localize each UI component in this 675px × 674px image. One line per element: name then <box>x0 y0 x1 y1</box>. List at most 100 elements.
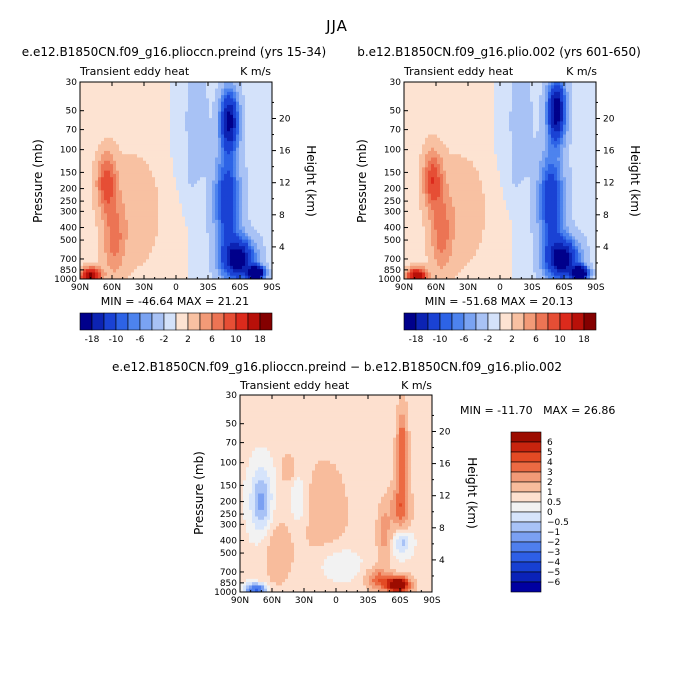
field-cell <box>416 91 420 96</box>
field-cell <box>251 101 255 106</box>
field-cell <box>248 170 252 175</box>
field-cell <box>515 118 519 122</box>
field-cell <box>203 216 207 221</box>
field-cell <box>239 206 243 211</box>
field-cell <box>152 246 156 250</box>
field-cell <box>230 223 234 227</box>
field-cell <box>518 111 522 116</box>
field-cell <box>152 236 156 240</box>
field-cell <box>557 127 561 132</box>
colorbar-label: -10 <box>109 335 124 345</box>
field-cell <box>458 108 462 112</box>
field-cell <box>197 170 201 175</box>
field-cell <box>494 82 498 86</box>
field-cell <box>209 108 213 112</box>
field-cell <box>95 265 99 270</box>
field-cell <box>83 134 87 139</box>
field-cell <box>146 111 150 116</box>
field-cell <box>101 131 105 135</box>
field-cell <box>536 131 540 135</box>
field-cell <box>101 101 105 106</box>
field-cell <box>173 134 177 139</box>
field-cell <box>404 104 408 109</box>
field-cell <box>251 167 255 172</box>
field-cell <box>179 82 183 86</box>
field-cell <box>185 104 189 109</box>
field-cell <box>95 134 99 139</box>
field-cell <box>485 98 489 103</box>
field-cell <box>92 164 96 168</box>
field-cell <box>524 98 528 103</box>
field-cell <box>269 141 273 145</box>
field-cell <box>224 272 228 277</box>
field-cell <box>122 187 126 191</box>
field-cell <box>233 101 237 106</box>
field-cell <box>269 249 273 254</box>
field-cell <box>152 134 156 139</box>
field-cell <box>470 131 474 135</box>
field-cell <box>242 147 246 152</box>
field-cell <box>254 269 258 273</box>
field-cell <box>158 131 162 135</box>
field-cell <box>497 121 501 126</box>
field-cell <box>455 85 459 89</box>
field-cell <box>251 206 255 211</box>
field-cell <box>191 262 195 267</box>
field-cell <box>254 98 258 103</box>
field-cell <box>137 104 141 109</box>
field-cell <box>458 131 462 135</box>
field-cell <box>209 173 213 178</box>
field-cell <box>215 246 219 250</box>
field-cell <box>449 91 453 96</box>
field-cell <box>557 118 561 122</box>
field-cell <box>194 124 198 129</box>
field-cell <box>176 85 180 89</box>
field-cell <box>146 157 150 162</box>
field-cell <box>482 121 486 126</box>
field-cell <box>110 187 114 191</box>
field-cell <box>491 108 495 112</box>
field-cell <box>554 85 558 89</box>
field-cell <box>191 85 195 89</box>
field-cell <box>164 118 168 122</box>
field-cell <box>128 262 132 267</box>
field-cell <box>191 236 195 240</box>
field-cell <box>581 111 585 116</box>
field-cell <box>251 121 255 126</box>
field-cell <box>269 108 273 112</box>
field-cell <box>530 118 534 122</box>
y-tick-label: 150 <box>60 168 77 178</box>
field-cell <box>593 104 597 109</box>
field-cell <box>539 114 543 119</box>
field-cell <box>86 252 90 257</box>
field-cell <box>404 95 408 99</box>
field-cell <box>80 265 84 270</box>
field-cell <box>221 193 225 198</box>
field-cell <box>548 121 552 126</box>
field-cell <box>266 134 270 139</box>
field-cell <box>194 233 198 237</box>
field-cell <box>173 104 177 109</box>
field-cell <box>221 226 225 231</box>
field-cell <box>242 219 246 224</box>
field-cell <box>227 124 231 129</box>
field-cell <box>437 91 441 96</box>
field-cell <box>236 203 240 208</box>
field-cell <box>86 249 90 254</box>
field-cell <box>155 249 159 254</box>
field-cell <box>119 170 123 175</box>
field-cell <box>155 154 159 158</box>
field-cell <box>266 223 270 227</box>
field-cell <box>245 141 249 145</box>
field-cell <box>170 213 174 218</box>
field-cell <box>173 108 177 112</box>
field-cell <box>206 183 210 188</box>
field-cell <box>191 141 195 145</box>
field-cell <box>260 239 264 244</box>
field-cell <box>242 233 246 237</box>
field-cell <box>458 104 462 109</box>
field-cell <box>113 91 117 96</box>
field-cell <box>500 121 504 126</box>
field-cell <box>212 124 216 129</box>
field-cell <box>140 256 144 260</box>
